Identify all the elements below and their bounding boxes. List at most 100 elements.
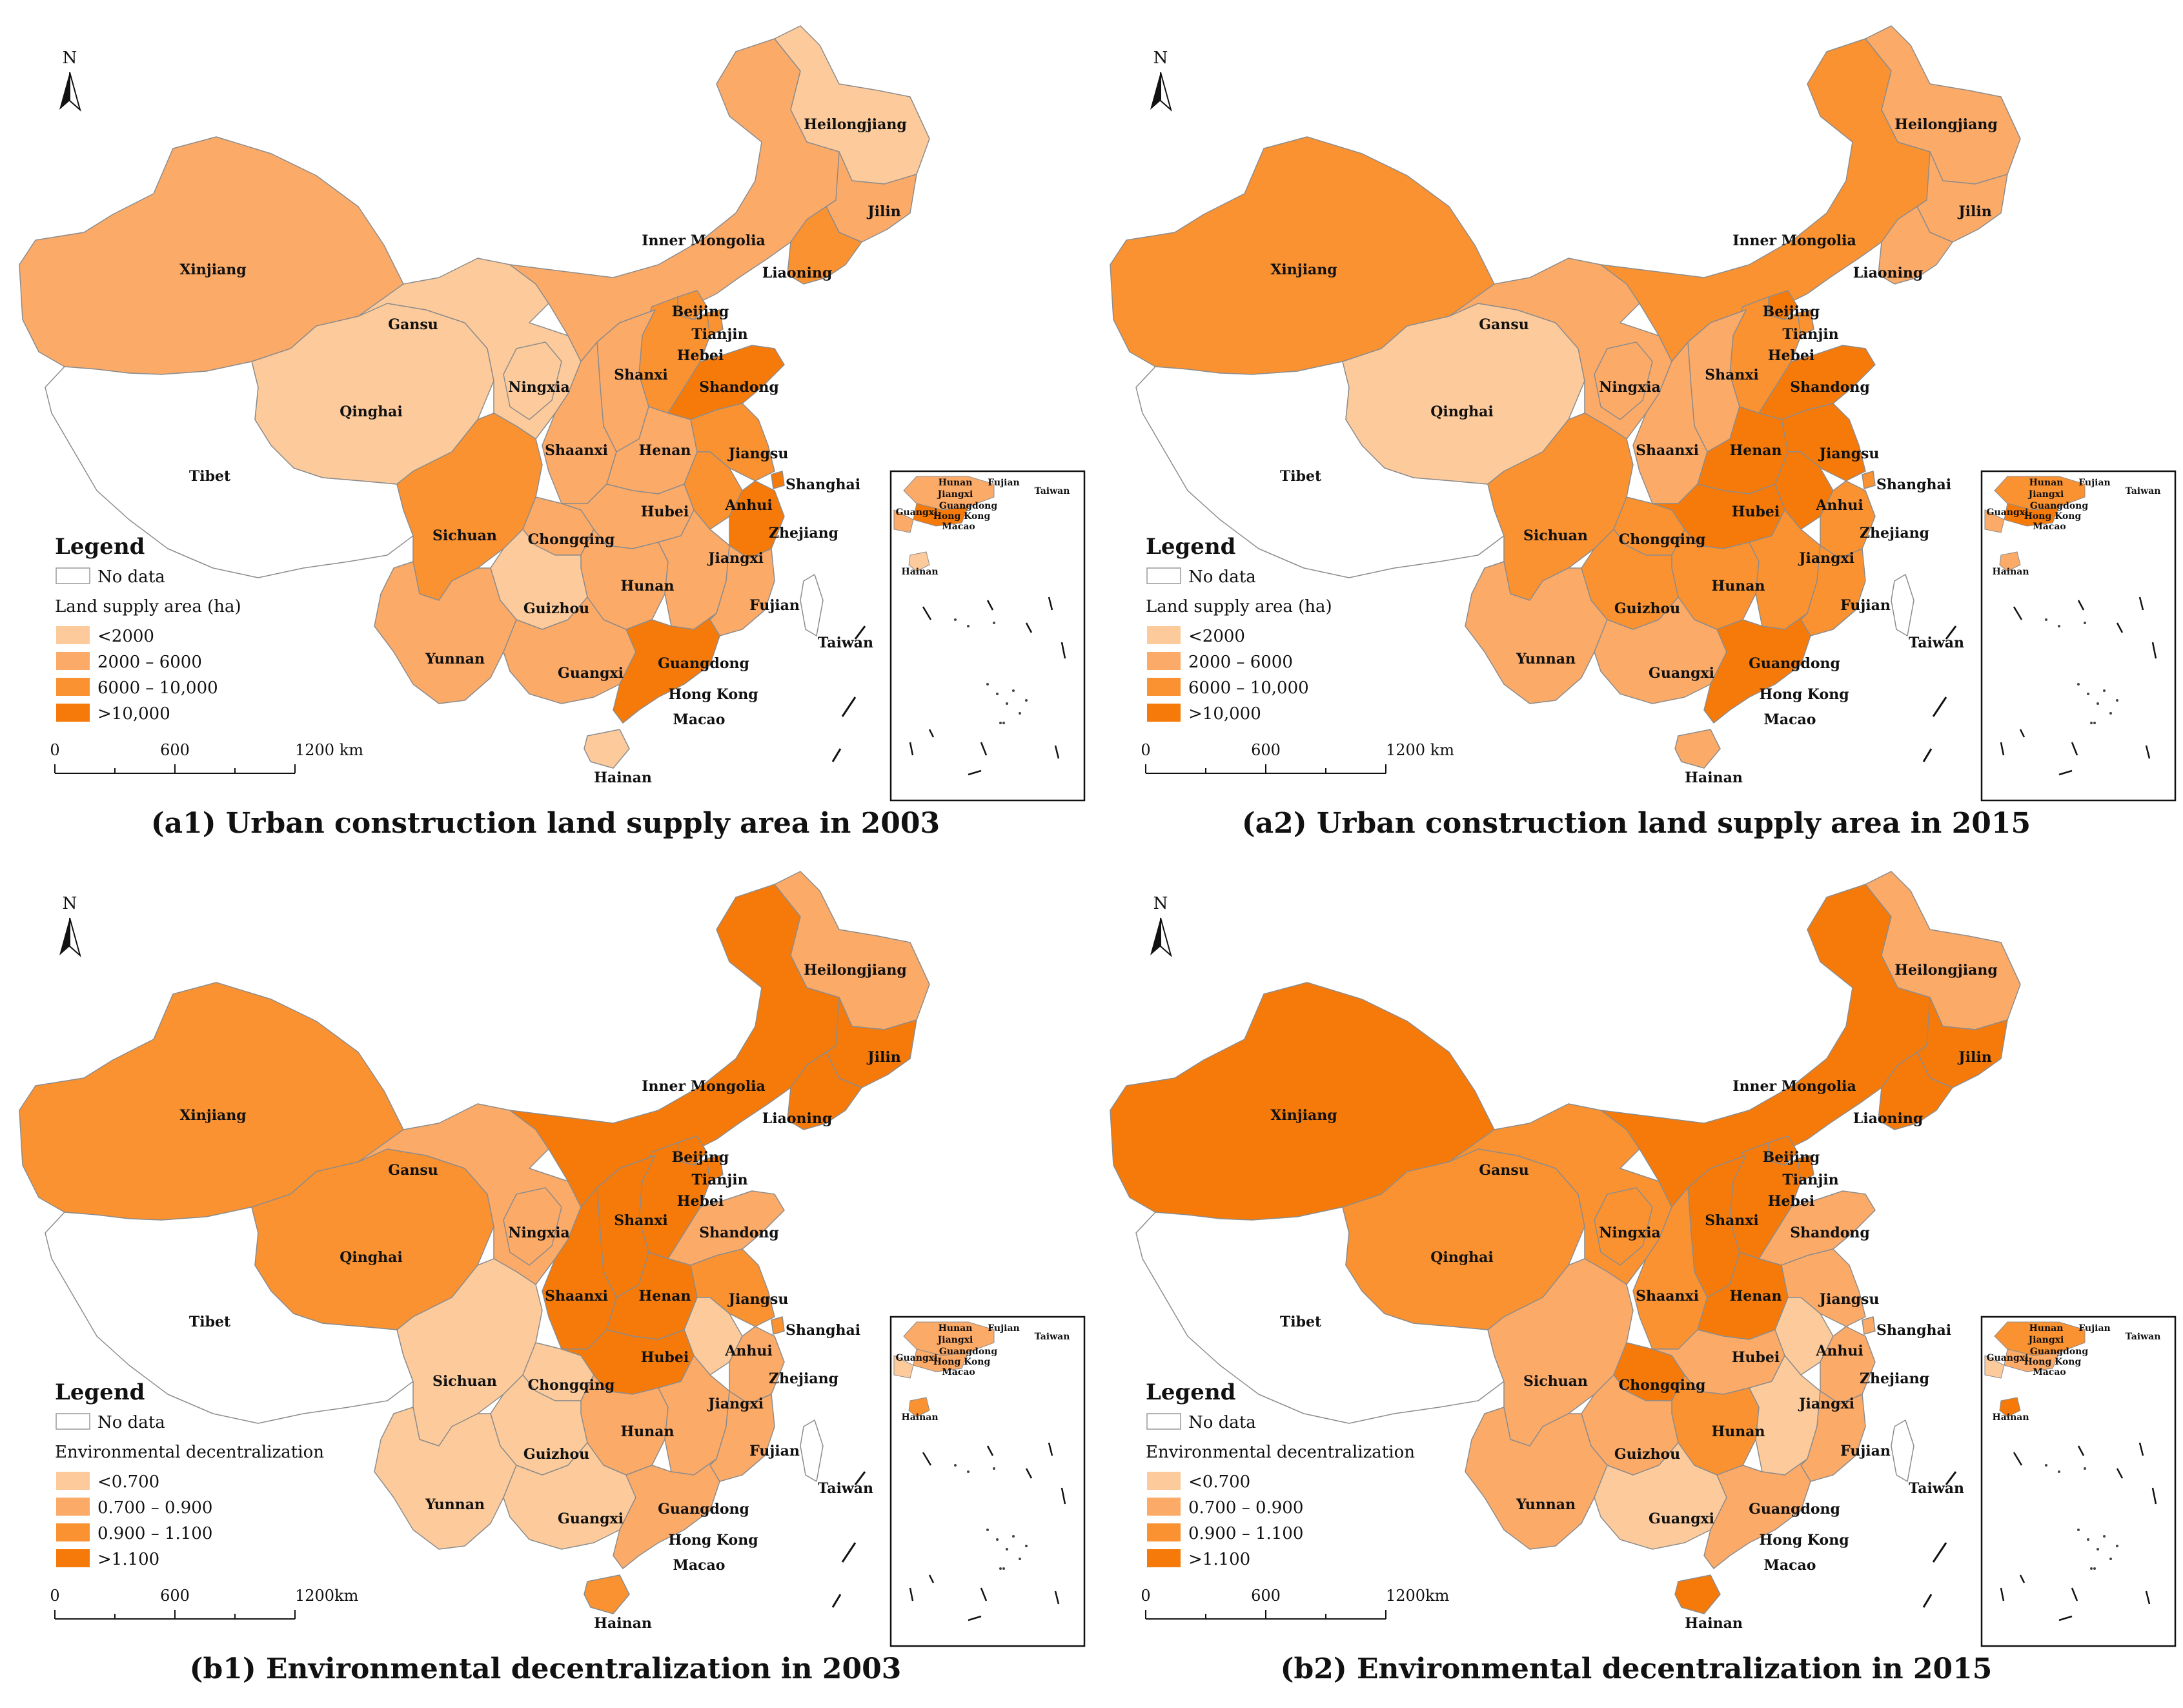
inset-frame bbox=[889, 470, 1086, 802]
inset-label-fujian: Fujian bbox=[988, 478, 1020, 488]
scale-label-0: 0 bbox=[50, 741, 59, 759]
province-hainan[interactable] bbox=[584, 1574, 630, 1614]
label-beijing: Beijing bbox=[672, 1149, 729, 1166]
nine-dash-segment bbox=[980, 742, 988, 756]
inset-province-hainan[interactable] bbox=[1999, 551, 2021, 572]
province-ningxia[interactable] bbox=[503, 1187, 562, 1266]
province-yunnan[interactable] bbox=[1465, 561, 1608, 704]
label-gansu: Gansu bbox=[388, 1162, 438, 1179]
label-henan: Henan bbox=[1729, 1288, 1782, 1305]
label-macao: Macao bbox=[673, 1557, 726, 1574]
island-dot bbox=[2109, 1558, 2112, 1560]
inset-province-guangxi[interactable] bbox=[1984, 509, 2005, 533]
island-dot bbox=[1012, 689, 1015, 692]
inset-label-macao: Macao bbox=[2033, 1367, 2066, 1378]
province-taiwan[interactable] bbox=[800, 574, 824, 636]
boundary-dash bbox=[854, 625, 866, 640]
province-guangdong[interactable] bbox=[613, 1458, 720, 1569]
province-labels: Xinjiang Tibet Qinghai Gansu Ningxia Inner Mo… bbox=[179, 962, 906, 1632]
legend-class-3: 6000 – 10,000 bbox=[1188, 678, 1309, 698]
label-hainan: Hainan bbox=[594, 769, 652, 786]
province-ningxia[interactable] bbox=[503, 341, 562, 420]
inset-province-guangxi[interactable] bbox=[893, 509, 914, 533]
province-hainan[interactable] bbox=[1674, 1574, 1721, 1614]
island-dot bbox=[967, 1470, 970, 1473]
province-shanghai[interactable] bbox=[1862, 1316, 1876, 1335]
boundary-dash bbox=[841, 696, 857, 717]
province-fujian[interactable] bbox=[1800, 1390, 1866, 1482]
nine-dash-segment bbox=[2013, 1452, 2023, 1466]
inset-label-guangxi: Guangxi bbox=[1987, 507, 2029, 518]
province-taiwan[interactable] bbox=[1891, 1419, 1914, 1482]
island-dot bbox=[986, 683, 989, 686]
boundary-dash bbox=[1922, 748, 1933, 762]
legend-class-3: 6000 – 10,000 bbox=[97, 678, 218, 698]
province-fujian[interactable] bbox=[709, 1390, 775, 1482]
label-tibet: Tibet bbox=[1280, 1314, 1322, 1330]
inset-province-hainan[interactable] bbox=[908, 1397, 930, 1418]
nine-dash-segment bbox=[2145, 1591, 2151, 1605]
province-yunnan[interactable] bbox=[1465, 1407, 1608, 1550]
label-hubei: Hubei bbox=[641, 503, 689, 520]
province-guangdong[interactable] bbox=[1703, 613, 1811, 724]
label-chongqing: Chongqing bbox=[528, 1377, 615, 1394]
province-fujian[interactable] bbox=[709, 545, 775, 636]
label-shanxi: Shanxi bbox=[1705, 367, 1759, 383]
province-liaoning[interactable] bbox=[1878, 1045, 1953, 1130]
label-guangdong: Guangdong bbox=[1749, 655, 1840, 672]
panel-caption: (a2) Urban construction land supply area… bbox=[1242, 807, 2031, 840]
province-layer bbox=[1110, 871, 2021, 1614]
boundary-dash bbox=[1945, 1471, 1957, 1485]
province-liaoning[interactable] bbox=[1878, 199, 1953, 285]
province-fujian[interactable] bbox=[1800, 545, 1866, 636]
province-taiwan[interactable] bbox=[800, 1419, 824, 1482]
inset-province-guangxi[interactable] bbox=[893, 1355, 914, 1379]
label-liaoning: Liaoning bbox=[762, 265, 833, 281]
province-yunnan[interactable] bbox=[374, 561, 517, 704]
province-guangdong[interactable] bbox=[613, 613, 720, 724]
province-yunnan[interactable] bbox=[374, 1407, 517, 1550]
province-shanghai[interactable] bbox=[771, 1316, 785, 1335]
island-dot bbox=[954, 1464, 957, 1467]
inset-frame bbox=[1980, 470, 2177, 802]
label-sichuan: Sichuan bbox=[432, 1373, 497, 1390]
province-hainan[interactable] bbox=[1674, 729, 1721, 769]
scale-label-600: 600 bbox=[1251, 1587, 1281, 1605]
label-guangxi: Guangxi bbox=[558, 665, 624, 682]
inset-label-guangxi: Guangxi bbox=[896, 507, 938, 518]
inset-province-guangxi[interactable] bbox=[1984, 1355, 2005, 1379]
inset-label-hainan: Hainan bbox=[1992, 567, 2029, 577]
label-jilin: Jilin bbox=[1957, 203, 1991, 220]
island-dot bbox=[2077, 683, 2080, 686]
inset-province-hainan[interactable] bbox=[908, 551, 930, 572]
island-dot bbox=[2087, 1538, 2089, 1541]
province-labels: Xinjiang Tibet Qinghai Gansu Ningxia Inner Mo… bbox=[1270, 962, 1997, 1632]
legend-swatch-1 bbox=[56, 626, 90, 644]
nine-dash-segment bbox=[1054, 1591, 1060, 1605]
province-guangdong[interactable] bbox=[1703, 1458, 1811, 1569]
label-yunnan: Yunnan bbox=[425, 651, 485, 667]
label-taiwan: Taiwan bbox=[818, 635, 873, 651]
label-inner-mongolia: Inner Mongolia bbox=[642, 1078, 766, 1095]
province-ningxia[interactable] bbox=[1594, 1187, 1653, 1266]
label-chongqing: Chongqing bbox=[528, 531, 615, 548]
legend-class-1: <2000 bbox=[1188, 627, 1245, 646]
north-arrow: N bbox=[1150, 48, 1172, 112]
north-arrow-left bbox=[1150, 72, 1161, 110]
province-shanghai[interactable] bbox=[771, 471, 785, 489]
nine-dash-segment bbox=[2013, 606, 2023, 620]
province-taiwan[interactable] bbox=[1891, 574, 1914, 636]
province-shanghai[interactable] bbox=[1862, 471, 1876, 489]
legend-heading: Legend bbox=[55, 1379, 145, 1405]
province-ningxia[interactable] bbox=[1594, 341, 1653, 420]
province-hainan[interactable] bbox=[584, 729, 630, 769]
province-liaoning[interactable] bbox=[787, 199, 862, 285]
inset-label-jiangxi: Jiangxi bbox=[2027, 1335, 2064, 1345]
legend: Legend No data Land supply area (ha) <2000 2… bbox=[1146, 534, 1332, 724]
province-labels: Xinjiang Tibet Qinghai Gansu Ningxia Inner Mo… bbox=[179, 116, 906, 786]
label-inner-mongolia: Inner Mongolia bbox=[642, 232, 766, 249]
province-liaoning[interactable] bbox=[787, 1045, 862, 1130]
boundary-dash bbox=[1922, 1594, 1933, 1608]
inset-province-hainan[interactable] bbox=[1999, 1397, 2021, 1418]
boundary-dash bbox=[1932, 1542, 1947, 1563]
